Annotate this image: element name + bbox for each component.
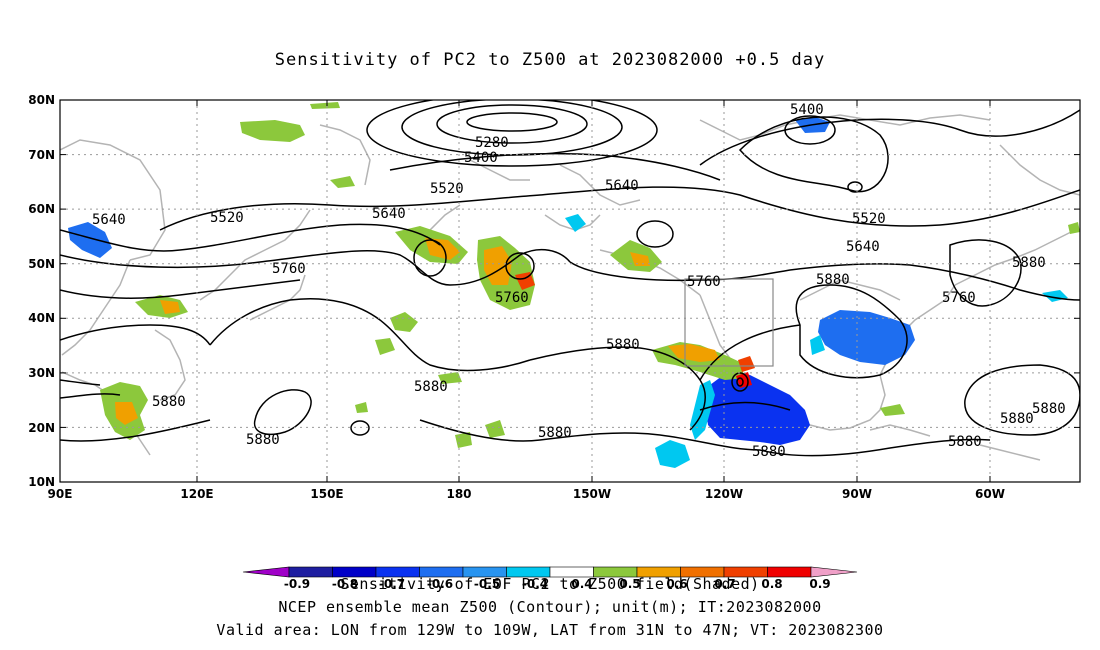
contour-label: 5880: [948, 434, 982, 450]
contour-label: 5880: [246, 432, 280, 448]
footer-line-3: Valid area: LON from 129W to 109W, LAT f…: [216, 621, 884, 639]
colorbar-swatch: [810, 566, 858, 578]
contour-label: 5400: [464, 150, 498, 166]
shade-green-pacific-1: [390, 312, 418, 332]
colorbar-label: -0.4: [522, 577, 548, 591]
lon-label: 120W: [705, 487, 743, 501]
colorbar-label: -0.8: [332, 577, 358, 591]
shaded-sensitivity: [68, 102, 1080, 468]
colorbar-label: -0.6: [427, 577, 453, 591]
contour-label: 5640: [605, 178, 639, 194]
contour-label: 5520: [852, 211, 886, 227]
lon-label: 60W: [975, 487, 1005, 501]
shade-green-pacific-3: [438, 372, 462, 384]
shade-green-caribbean: [880, 404, 905, 416]
contour-label: 5640: [92, 212, 126, 228]
shade-red-baja: [738, 356, 755, 372]
colorbar-label: 0.9: [809, 577, 830, 591]
footer-line-1: Sensitivity of EOF PC2 to Z500 field(Sha…: [340, 575, 760, 593]
contour-label: 5280: [475, 135, 509, 151]
valid-area-box: [684, 278, 774, 367]
contour-label: 5520: [210, 210, 244, 226]
contour-label: 5760: [272, 261, 306, 277]
colorbar-label: 0.6: [666, 577, 687, 591]
shade-green-atlantic: [1068, 222, 1080, 234]
shade-blue-tibet: [68, 222, 112, 258]
plot-frame: [59, 99, 1081, 483]
colorbar-label: 0.4: [571, 577, 592, 591]
colorbar-label: -0.9: [284, 577, 310, 591]
contour-label: 5880: [1012, 255, 1046, 271]
lon-label: 150W: [573, 487, 611, 501]
shade-cyan-pacific-south: [655, 440, 690, 468]
contour-label: 5880: [538, 425, 572, 441]
lon-label: 90E: [48, 487, 73, 501]
contour-label: 5880: [752, 444, 786, 460]
lon-label: 180: [446, 487, 471, 501]
shade-green-pacific-4: [485, 420, 505, 438]
lat-label: 20N: [28, 421, 55, 435]
shade-green-arctic: [310, 102, 340, 109]
contour-label: 5880: [414, 379, 448, 395]
shade-blue-southwest-us: [705, 370, 810, 445]
coastlines: [60, 114, 1080, 461]
contour-label: 5760: [942, 290, 976, 306]
shade-green-pacific-6: [355, 402, 368, 413]
shade-red-bering: [515, 272, 535, 290]
colorbar-label: 0.8: [761, 577, 782, 591]
shade-cyan-pacific-north: [565, 214, 586, 232]
shade-orange-kamchatka: [425, 238, 460, 260]
colorbar-label: -0.7: [379, 577, 405, 591]
lon-labels: 90E 120E 150E 180 150W 120W 90W 60W: [48, 487, 1005, 501]
lat-label: 60N: [28, 202, 55, 216]
z500-contours: [60, 100, 1080, 457]
contour-label: 5880: [1032, 401, 1066, 417]
shade-orange-japan: [160, 300, 180, 314]
colorbar-label: -0.5: [474, 577, 500, 591]
contour-label: 5640: [846, 239, 880, 255]
lat-label: 30N: [28, 366, 55, 380]
contour-label: 5640: [372, 206, 406, 222]
lat-label: 50N: [28, 257, 55, 271]
shade-blue-southeast-us: [818, 310, 915, 365]
contour-label: 5760: [687, 274, 721, 290]
shade-green-pacific-7: [330, 176, 355, 188]
lon-label: 90W: [842, 487, 872, 501]
lat-label: 70N: [28, 148, 55, 162]
lat-label: 10N: [28, 475, 55, 489]
contour-label: 5760: [495, 290, 529, 306]
contour-label: 5880: [606, 337, 640, 353]
colorbar-label: 0.5: [619, 577, 640, 591]
colorbar: [242, 566, 858, 578]
contour-label: 5520: [430, 181, 464, 197]
graticule: [60, 100, 1080, 482]
shade-orange-baja: [668, 344, 720, 362]
contour-label: 5880: [816, 272, 850, 288]
lon-label: 150E: [310, 487, 343, 501]
contour-labels: 5280 5400 5400 5520 5520 5520 5640 5640 …: [92, 102, 1066, 460]
contour-label: 5880: [152, 394, 186, 410]
shade-orange-china: [115, 402, 138, 425]
lat-label: 40N: [28, 311, 55, 325]
shade-orange-gulf-alaska: [630, 252, 650, 266]
lat-label: 80N: [28, 93, 55, 107]
shade-green-pacific-2: [375, 338, 395, 355]
shade-green-greenland: [240, 120, 305, 142]
tick-marks: [60, 99, 1080, 483]
chart-title: Sensitivity of PC2 to Z500 at 2023082000…: [274, 50, 826, 70]
colorbar-labels: -0.9 -0.8 -0.7 -0.6 -0.5 -0.4 0.4 0.5 0.…: [284, 577, 831, 591]
footer-line-2: NCEP ensemble mean Z500 (Contour); unit(…: [278, 598, 822, 616]
shade-cyan-southeast-us: [810, 335, 825, 355]
lon-label: 120E: [180, 487, 213, 501]
lat-labels: 80N 70N 60N 50N 40N 30N 20N 10N: [28, 93, 55, 489]
colorbar-label: 0.7: [714, 577, 735, 591]
contour-label: 5880: [1000, 411, 1034, 427]
contour-label: 5400: [790, 102, 824, 118]
